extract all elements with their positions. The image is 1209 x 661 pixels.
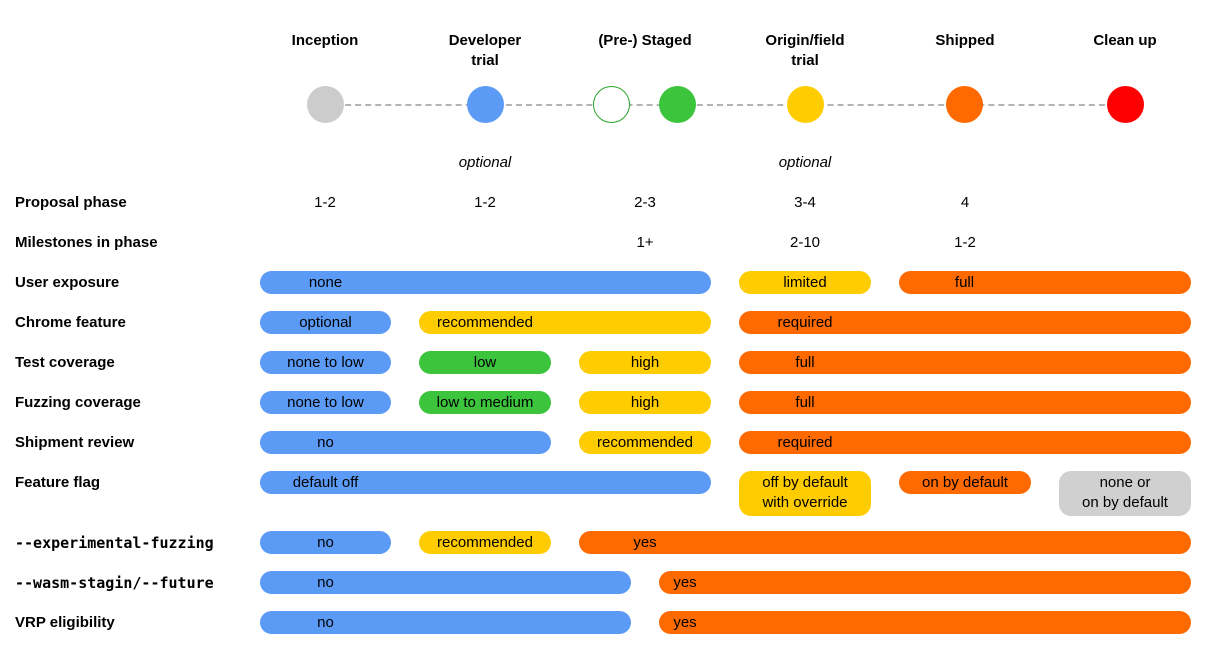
row-label-chrome-feature: Chrome feature — [15, 314, 126, 331]
staged-dot — [659, 86, 696, 123]
proposal-developer-trial: 1-2 — [474, 194, 496, 211]
bar-label: full — [954, 274, 975, 291]
feature-flag-on-by-default-bar: on by default — [899, 471, 1031, 494]
fuzzing-coverage-low-to-medium-bar: low to medium — [419, 391, 551, 414]
bar-label: recommended — [597, 434, 693, 451]
vrp-yes-bar: yes — [659, 611, 1191, 634]
phase-inception: Inception — [291, 32, 359, 49]
experimental-fuzzing-yes-bar: yes — [579, 531, 1191, 554]
bar-label: low to medium — [436, 394, 534, 411]
bar-label: none to low — [287, 354, 364, 371]
bar-label: yes — [673, 614, 697, 631]
feature-flag-default-off-bar: default off — [260, 471, 711, 494]
clean-up-dot — [1107, 86, 1144, 123]
proposal-origin-trial: 3-4 — [794, 194, 816, 211]
row-label-milestones: Milestones in phase — [15, 234, 158, 251]
feature-flag-override-bar: off by default with override — [739, 471, 871, 516]
shipment-review-recommended-bar: recommended — [579, 431, 711, 454]
bar-label: no — [317, 434, 334, 451]
row-label-user-exposure: User exposure — [15, 274, 120, 291]
user-exposure-full-bar: full — [899, 271, 1191, 294]
bar-label: recommended — [437, 314, 533, 331]
phase-shipped: Shipped — [935, 32, 995, 49]
milestones-staged: 1+ — [636, 234, 654, 251]
bar-label: no — [317, 534, 334, 551]
shipment-review-required-bar: required — [739, 431, 1191, 454]
shipment-review-no-bar: no — [260, 431, 551, 454]
bar-label: yes — [673, 574, 697, 591]
pre-staged-hollow-dot — [593, 86, 630, 123]
inception-dot — [307, 86, 344, 123]
user-exposure-none-bar: none — [260, 271, 711, 294]
row-label-proposal-phase: Proposal phase — [15, 194, 127, 211]
proposal-inception: 1-2 — [314, 194, 336, 211]
shipped-dot — [946, 86, 983, 123]
bar-label: off by default with override — [762, 474, 848, 511]
bar-label: required — [777, 314, 833, 331]
origin-trial-dot — [787, 86, 824, 123]
bar-label: none or on by default — [1082, 474, 1168, 511]
row-label-feature-flag: Feature flag — [15, 474, 101, 491]
bar-label: none to low — [287, 394, 364, 411]
developer-trial-note: optional — [458, 154, 512, 171]
test-coverage-full-bar: full — [739, 351, 1191, 374]
wasm-staging-no-bar: no — [260, 571, 631, 594]
bar-label: low — [473, 354, 497, 371]
vrp-no-bar: no — [260, 611, 631, 634]
bar-label: high — [630, 354, 660, 371]
proposal-staged: 2-3 — [634, 194, 656, 211]
bar-label: none — [308, 274, 343, 291]
phase-origin-field-trial: Origin/field trial — [765, 32, 845, 69]
row-label-wasm-staging: --wasm-stagin/--future — [15, 574, 214, 592]
bar-label: full — [795, 394, 815, 411]
chrome-feature-optional-bar: optional — [260, 311, 391, 334]
phase-developer-trial: Developer trial — [448, 32, 522, 69]
bar-label: on by default — [922, 474, 1008, 491]
row-label-vrp-eligibility: VRP eligibility — [15, 614, 115, 631]
row-label-test-coverage: Test coverage — [15, 354, 115, 371]
origin-trial-note: optional — [778, 154, 832, 171]
test-coverage-none-to-low-bar: none to low — [260, 351, 391, 374]
experimental-fuzzing-no-bar: no — [260, 531, 391, 554]
bar-label: yes — [633, 534, 657, 551]
phase-pre-staged: (Pre-) Staged — [598, 32, 692, 49]
fuzzing-coverage-none-to-low-bar: none to low — [260, 391, 391, 414]
row-label-shipment-review: Shipment review — [15, 434, 135, 451]
milestones-origin-trial: 2-10 — [789, 234, 821, 251]
test-coverage-low-bar: low — [419, 351, 551, 374]
chrome-feature-recommended-bar: recommended — [419, 311, 711, 334]
test-coverage-high-bar: high — [579, 351, 711, 374]
bar-label: required — [777, 434, 833, 451]
fuzzing-coverage-high-bar: high — [579, 391, 711, 414]
developer-trial-dot — [467, 86, 504, 123]
timeline-line — [325, 104, 1125, 106]
wasm-staging-yes-bar: yes — [659, 571, 1191, 594]
bar-label: default off — [292, 474, 359, 491]
milestones-shipped: 1-2 — [954, 234, 976, 251]
user-exposure-limited-bar: limited — [739, 271, 871, 294]
bar-label: no — [317, 614, 334, 631]
row-label-experimental-fuzzing: --experimental-fuzzing — [15, 534, 214, 552]
bar-label: limited — [783, 274, 827, 291]
bar-label: high — [630, 394, 660, 411]
bar-label: full — [795, 354, 815, 371]
phase-clean-up: Clean up — [1093, 32, 1157, 49]
bar-label: recommended — [437, 534, 533, 551]
chrome-feature-required-bar: required — [739, 311, 1191, 334]
experimental-fuzzing-recommended-bar: recommended — [419, 531, 551, 554]
fuzzing-coverage-full-bar: full — [739, 391, 1191, 414]
row-label-fuzzing-coverage: Fuzzing coverage — [15, 394, 141, 411]
feature-flag-none-bar: none or on by default — [1059, 471, 1191, 516]
bar-label: optional — [299, 314, 352, 331]
bar-label: no — [317, 574, 334, 591]
proposal-shipped: 4 — [960, 194, 970, 211]
